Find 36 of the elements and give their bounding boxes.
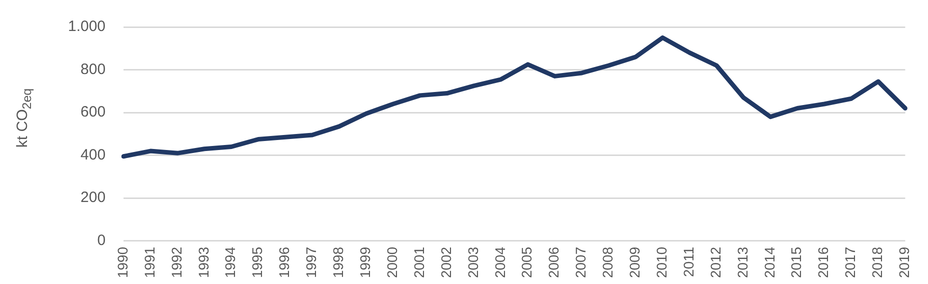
x-tick-label: 2019: [896, 246, 912, 278]
x-tick-label: 1992: [168, 246, 184, 278]
x-tick-label: 2016: [815, 246, 832, 278]
x-tick-label: 2007: [572, 246, 589, 278]
x-tick-label: 1998: [330, 246, 346, 278]
x-tick-label: 2018: [869, 246, 886, 278]
x-tick-label: 2001: [410, 246, 427, 278]
y-tick-label: 600: [80, 104, 106, 121]
x-tick-label: 2005: [518, 246, 535, 278]
x-tick-label: 1999: [356, 246, 373, 278]
y-tick-label: 0: [97, 232, 106, 249]
x-tick-label: 2004: [492, 246, 508, 278]
x-tick-label: 1995: [249, 246, 266, 278]
x-tick-label: 1996: [276, 246, 292, 278]
x-tick-label: 2002: [438, 246, 454, 278]
x-tick-label: 2006: [546, 246, 562, 278]
x-tick-label: 2003: [464, 246, 481, 278]
x-tick-label: 1993: [195, 246, 212, 278]
x-tick-label: 2017: [842, 246, 858, 278]
y-tick-label: 200: [80, 189, 106, 206]
x-tick-label: 2011: [680, 246, 696, 277]
x-tick-label: 2015: [788, 246, 804, 278]
x-tick-label: 1997: [303, 246, 320, 278]
x-tick-label: 2010: [653, 246, 670, 278]
x-tick-label: 1990: [114, 246, 130, 278]
x-tick-label: 1994: [222, 246, 238, 278]
x-tick-label: 2012: [707, 246, 724, 278]
x-tick-label: 2014: [761, 246, 778, 278]
x-tick-label: 2013: [734, 246, 750, 278]
y-tick-label: 400: [80, 146, 106, 164]
y-tick-label: 800: [80, 60, 106, 78]
x-tick-label: 1991: [141, 246, 158, 278]
x-tick-label: 2008: [600, 246, 616, 278]
y-tick-label: 1.000: [68, 18, 106, 36]
x-tick-label: 2000: [384, 246, 400, 278]
x-tick-label: 2009: [626, 246, 643, 278]
